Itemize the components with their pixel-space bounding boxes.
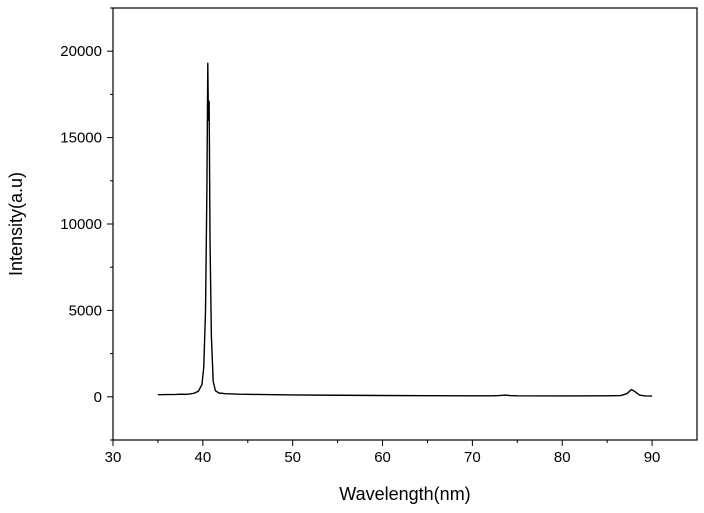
plot-frame: [113, 8, 697, 440]
y-axis-title: Intensity(a.u): [6, 172, 26, 276]
y-tick-labels: 0 5000 10000 15000 20000: [60, 43, 102, 406]
x-tick-label: 90: [644, 449, 661, 466]
y-tick-label: 20000: [60, 43, 102, 60]
series-layer: [158, 63, 652, 396]
x-tick-label: 80: [554, 449, 571, 466]
x-tick-label: 30: [105, 449, 122, 466]
plot-border: [113, 8, 697, 440]
y-tick-label: 15000: [60, 130, 102, 147]
axis-ticks: [107, 8, 652, 446]
x-tick-label: 60: [374, 449, 391, 466]
y-tick-label: 10000: [60, 216, 102, 233]
y-tick-label: 0: [94, 389, 102, 406]
y-tick-label: 5000: [69, 302, 102, 319]
x-tick-label: 50: [284, 449, 301, 466]
x-tick-label: 40: [195, 449, 212, 466]
spectrum-line: [158, 63, 652, 396]
x-tick-labels: 30 40 50 60 70 80 90: [105, 449, 661, 466]
x-axis-title: Wavelength(nm): [339, 484, 470, 504]
x-tick-label: 70: [464, 449, 481, 466]
